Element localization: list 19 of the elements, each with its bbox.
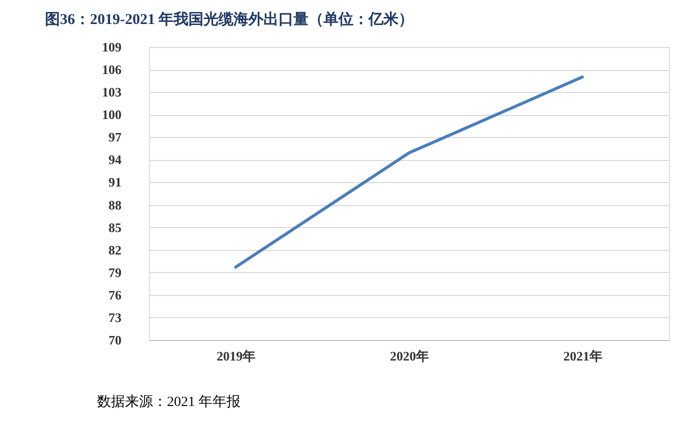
source-note: 数据来源：2021 年年报 [97,394,240,410]
y-tick-label: 91 [108,174,122,190]
y-tick-label: 106 [102,62,122,78]
chart-title: 图36：2019-2021 年我国光缆海外出口量（单位：亿米） [45,11,414,28]
y-tick-label: 103 [102,84,122,100]
y-tick-label: 73 [108,310,122,325]
y-tick-label: 100 [102,107,122,122]
y-tick-label: 109 [102,40,122,54]
y-tick-label: 97 [108,130,122,145]
y-tick-label: 94 [108,152,122,168]
x-tick-label: 2020年 [390,348,429,364]
x-tick-label: 2019年 [216,348,256,364]
x-tick-label: 2021年 [563,348,602,364]
y-tick-label: 85 [108,220,122,235]
y-tick-label: 79 [108,264,122,280]
y-tick-label: 70 [108,332,122,348]
y-tick-label: 76 [108,287,122,302]
y-tick-label: 88 [108,197,122,212]
y-tick-label: 82 [108,242,122,258]
